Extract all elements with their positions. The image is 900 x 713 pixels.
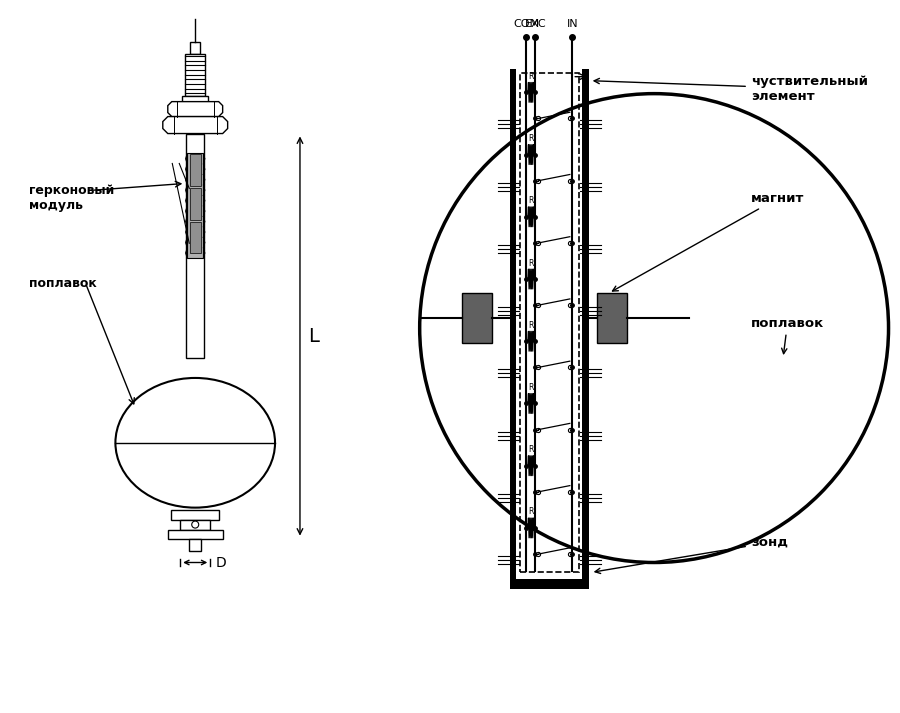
- Text: R: R: [528, 383, 534, 392]
- Text: поплавок: поплавок: [751, 317, 824, 354]
- Bar: [510, 68, 517, 583]
- Text: чуствительный
элемент: чуствительный элемент: [594, 75, 868, 103]
- Text: R: R: [528, 321, 534, 330]
- Polygon shape: [167, 102, 222, 117]
- Bar: [462, 293, 492, 343]
- Text: зонд: зонд: [595, 536, 788, 573]
- Text: COM: COM: [513, 19, 539, 29]
- Bar: [180, 520, 211, 530]
- Text: D: D: [215, 555, 226, 570]
- Polygon shape: [163, 117, 228, 133]
- Text: поплавок: поплавок: [29, 277, 96, 289]
- Bar: [190, 222, 201, 253]
- Bar: [597, 293, 626, 343]
- Ellipse shape: [115, 378, 275, 508]
- Bar: [167, 530, 222, 538]
- Text: R: R: [528, 508, 534, 516]
- Circle shape: [192, 521, 199, 528]
- Bar: [582, 68, 589, 583]
- Bar: [183, 96, 208, 102]
- Text: R: R: [528, 445, 534, 454]
- Text: EXC: EXC: [525, 19, 546, 29]
- Bar: [510, 579, 589, 589]
- Bar: [190, 42, 200, 53]
- Bar: [190, 188, 201, 220]
- Bar: [185, 53, 205, 96]
- Bar: [190, 155, 201, 186]
- Text: L: L: [308, 327, 319, 346]
- Bar: [189, 538, 202, 550]
- Text: R: R: [528, 259, 534, 267]
- Text: IN: IN: [566, 19, 578, 29]
- Bar: [186, 133, 204, 358]
- Text: R: R: [528, 72, 534, 81]
- Text: герконовый
модуль: герконовый модуль: [29, 185, 114, 212]
- Text: магнит: магнит: [613, 192, 805, 291]
- Bar: [187, 153, 203, 258]
- Text: R: R: [528, 134, 534, 143]
- Circle shape: [419, 93, 888, 563]
- Text: R: R: [528, 196, 534, 205]
- Bar: [171, 510, 220, 520]
